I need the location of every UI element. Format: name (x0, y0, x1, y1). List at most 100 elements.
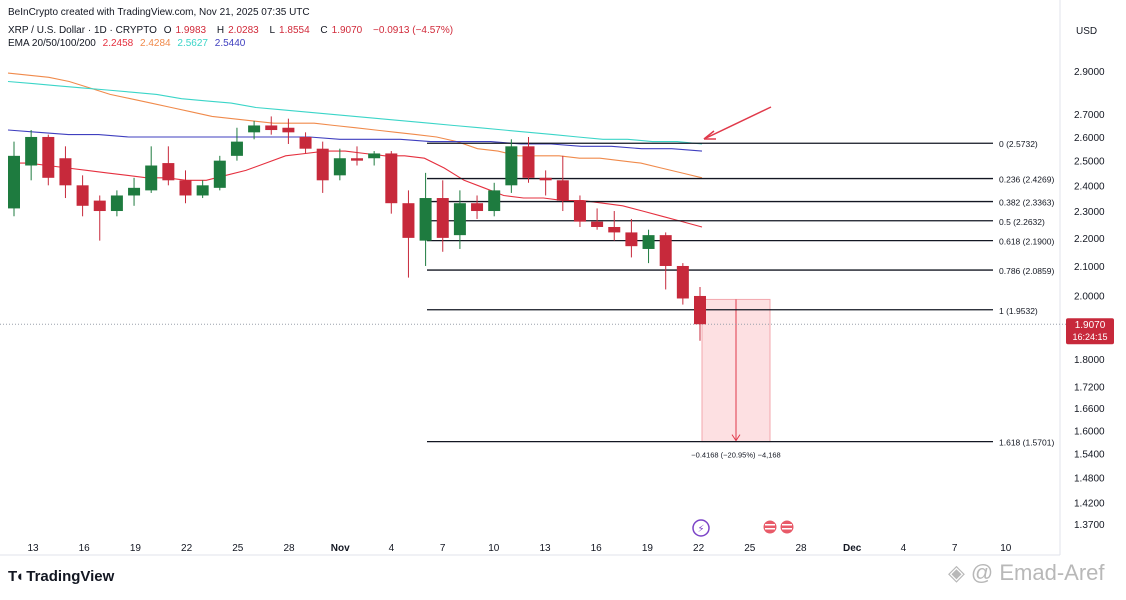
watermark: ◈ @ Emad-Aref (948, 560, 1105, 586)
candle-body (162, 163, 175, 181)
fib-label: 0.236 (2.4269) (999, 175, 1054, 185)
candle-body (556, 180, 569, 201)
fib-label: 0 (2.5732) (999, 139, 1038, 149)
x-tick-label: 13 (27, 543, 39, 554)
x-tick-label: 10 (1000, 543, 1012, 554)
x-tick-label: 7 (952, 543, 958, 554)
y-tick-label: 1.3700 (1074, 520, 1105, 531)
x-tick-label: 28 (283, 543, 295, 554)
x-tick-label: 13 (539, 543, 551, 554)
y-tick-label: 2.4000 (1074, 181, 1105, 192)
chart-credit: BeInCrypto created with TradingView.com,… (8, 7, 310, 18)
x-tick-label: 4 (389, 543, 395, 554)
y-tick-label: 2.3000 (1074, 207, 1105, 218)
x-tick-label: 25 (744, 543, 756, 554)
ohlc-high: H 2.0283 (216, 25, 259, 36)
us-flag-event-icon (779, 519, 795, 535)
ema-line-1 (8, 150, 703, 228)
tradingview-logo-icon: T◖ (8, 568, 24, 585)
candle-body (659, 235, 672, 266)
x-tick-label: 22 (181, 543, 193, 554)
y-tick-label: 1.8000 (1074, 355, 1105, 366)
x-tick-label: 10 (488, 543, 500, 554)
candle-body (453, 203, 466, 236)
ema100-value: 2.5627 (177, 38, 208, 49)
y-tick-label: 2.5000 (1074, 157, 1105, 168)
candle-body (93, 200, 106, 212)
lightning-event-icon (692, 519, 710, 537)
y-tick-label: 1.6600 (1074, 404, 1105, 415)
ohlc-change: −0.0913 (−4.57%) (373, 25, 454, 36)
ema20-value: 2.2458 (102, 38, 134, 49)
candle-body (42, 136, 55, 178)
tradingview-logo[interactable]: T◖ TradingView (8, 568, 114, 585)
watermark-text: @ Emad-Aref (970, 560, 1105, 585)
lightning-glyph-icon: ⚡ (697, 524, 704, 535)
us-flag-stripe-icon (782, 524, 792, 526)
candle-body (230, 141, 243, 156)
y-tick-label: 2.7000 (1074, 110, 1105, 121)
candle-body (676, 265, 689, 299)
y-tick-label: 1.4800 (1074, 473, 1105, 484)
fib-label: 1.618 (1.5701) (999, 438, 1054, 448)
annotation-arrow-line (703, 106, 772, 140)
candle-body (591, 221, 604, 227)
ohlc-open: O 1.9983 (163, 25, 207, 36)
candle-body (299, 136, 312, 149)
price-badge-value: 1.9070 (1075, 320, 1106, 331)
y-tick-label: 1.5400 (1074, 449, 1105, 460)
ohlc-close: C 1.9070 (320, 25, 363, 36)
y-tick-label: 1.4200 (1074, 498, 1105, 509)
fib-label: 0.786 (2.0859) (999, 266, 1054, 276)
candle-body (488, 190, 501, 212)
ema50-value: 2.4284 (140, 38, 171, 49)
us-flag-stripe-icon (782, 528, 792, 530)
x-tick-label: 16 (79, 543, 91, 554)
candle-body (625, 232, 638, 247)
fib-label: 0.382 (2.3363) (999, 198, 1054, 208)
candle-body (110, 195, 123, 212)
ema-label: EMA 20/50/100/200 (8, 38, 96, 49)
symbol-legend[interactable]: XRP / U.S. Dollar · 1D · CRYPTO O 1.9983 … (8, 25, 457, 36)
candle-body (25, 136, 38, 166)
candle-body (368, 153, 381, 159)
y-tick-label: 2.6000 (1074, 133, 1105, 144)
price-badge-countdown: 16:24:15 (1072, 332, 1107, 342)
y-tick-label: 2.1000 (1074, 262, 1105, 273)
y-tick-label: 1.7200 (1074, 383, 1105, 394)
x-tick-label: Nov (331, 543, 350, 554)
candle-body (385, 153, 398, 204)
ema-line-2 (7, 72, 703, 179)
candle-body (76, 185, 89, 206)
x-tick-label: 16 (591, 543, 603, 554)
x-tick-label: 19 (642, 543, 654, 554)
diamond-icon: ◈ (948, 560, 965, 585)
candle-body (436, 198, 449, 238)
candle-body (282, 127, 295, 133)
candle-body (316, 148, 329, 181)
measure-arrow-head (731, 434, 741, 442)
candle-body (522, 146, 535, 178)
currency-label[interactable]: USD (1076, 26, 1098, 37)
candle-body (505, 146, 518, 186)
ema200-value: 2.5440 (214, 38, 246, 49)
measure-label: −0.4168 (−20.95%) −4,168 (691, 451, 780, 460)
candle-body (179, 180, 192, 196)
candle-body (8, 155, 20, 209)
candle-body (402, 203, 415, 238)
x-tick-label: Dec (843, 543, 862, 554)
x-tick-label: 25 (232, 543, 244, 554)
x-tick-label: 22 (693, 543, 705, 554)
x-tick-label: 28 (795, 543, 807, 554)
y-tick-label: 2.9000 (1074, 67, 1105, 78)
x-tick-label: 7 (440, 543, 446, 554)
candle-body (608, 226, 621, 233)
us-flag-stripe-icon (765, 524, 775, 526)
y-tick-label: 2.2000 (1074, 234, 1105, 245)
ohlc-low: L 1.8554 (269, 25, 310, 36)
ema-line-4 (7, 129, 703, 152)
ema-legend[interactable]: EMA 20/50/100/200 2.2458 2.4284 2.5627 2… (8, 38, 249, 49)
candle-body (128, 187, 141, 196)
candle-body (248, 125, 261, 133)
